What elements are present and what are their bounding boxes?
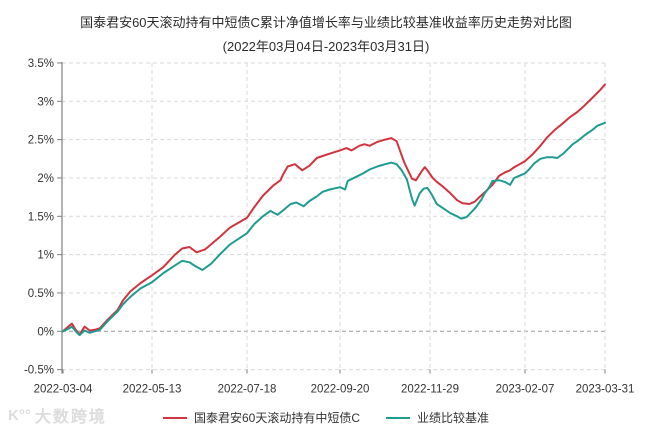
y-tick-label: -0.5% (24, 365, 54, 377)
chart-legend: 国泰君安60天滚动持有中短债C 业绩比较基准 (0, 409, 652, 426)
x-tick-label: 2022-03-04 (34, 384, 93, 396)
legend-label-benchmark: 业绩比较基准 (417, 411, 490, 425)
y-tick-label: 0.5% (28, 288, 54, 300)
watermark-text: 大数跨境 (34, 409, 107, 426)
legend-marker-benchmark-icon (386, 416, 410, 419)
watermark: K°° 大数跨境 (8, 403, 107, 427)
y-tick-label: 1.5% (28, 211, 54, 223)
chart-title: 国泰君安60天滚动持有中短债C累计净值增长率与业绩比较基准收益率历史走势对比图 (80, 15, 572, 30)
y-tick-label: 1% (37, 250, 54, 262)
y-tick-label: 0% (37, 326, 54, 338)
x-tick-label: 2023-03-31 (576, 384, 635, 396)
x-tick-label: 2022-05-13 (123, 384, 182, 396)
legend-item-fund: 国泰君安60天滚动持有中短债C (162, 409, 360, 426)
series-line-fund (62, 83, 606, 336)
legend-item-benchmark: 业绩比较基准 (386, 409, 489, 426)
x-tick-label: 2022-11-29 (401, 384, 459, 396)
legend-marker-fund-icon (162, 416, 187, 419)
series-line-benchmark (62, 121, 606, 337)
y-tick-label: 3.5% (28, 58, 54, 70)
legend-label-fund: 国泰君安60天滚动持有中短债C (193, 411, 360, 425)
x-tick-label: 2022-09-20 (311, 384, 370, 396)
x-tick-label: 2023-02-07 (496, 384, 555, 396)
y-tick-label: 2% (37, 173, 54, 185)
watermark-logo-icon: K°° (8, 406, 31, 424)
y-tick-label: 2.5% (28, 135, 54, 147)
x-tick-label: 2022-07-18 (218, 384, 277, 396)
chart-subtitle: (2022年03月04日-2023年03月31日) (222, 39, 430, 54)
y-tick-label: 3% (37, 96, 54, 108)
